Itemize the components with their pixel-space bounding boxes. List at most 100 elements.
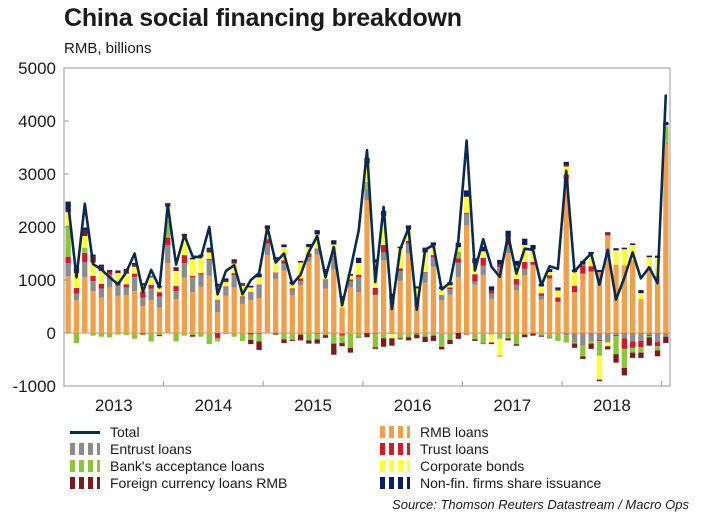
bar-segment-acceptance xyxy=(538,333,544,336)
bar-segment-acceptance xyxy=(397,333,403,339)
bar-segment-trust xyxy=(654,342,661,347)
bar-segment-bonds xyxy=(555,290,561,298)
bar-segment-entrust xyxy=(190,277,196,293)
bar-segment-rmb xyxy=(397,280,403,333)
bar-segment-bonds xyxy=(115,273,121,282)
y-tick-label: 5000 xyxy=(18,59,56,78)
bar-segment-rmb xyxy=(372,294,378,333)
bar-segment-entrust xyxy=(522,268,528,276)
bar-segment-shares xyxy=(148,276,154,278)
bar-segment-shares xyxy=(256,273,262,278)
bar-segment-rmb xyxy=(580,273,586,333)
bar-segment-trust xyxy=(73,287,80,294)
legend-item-corporate-bonds: Corporate bonds xyxy=(380,458,524,474)
bar-segment-entrust xyxy=(140,297,146,306)
bar-segment-bonds xyxy=(181,236,188,256)
bar-segment-acceptance xyxy=(98,333,105,337)
bar-segment-shares xyxy=(223,278,229,280)
bar-segment-trust xyxy=(239,296,246,298)
bar-segment-bonds xyxy=(356,263,362,275)
bar-segment-acceptance xyxy=(190,333,196,336)
bar-segment-acceptance xyxy=(206,333,212,345)
bar-segment-bonds xyxy=(131,266,138,274)
bar-segment-trust xyxy=(613,335,619,337)
bar-segment-trust xyxy=(281,260,287,264)
y-tick-label: 1000 xyxy=(18,271,56,290)
bar-segment-foreign xyxy=(596,379,603,382)
bar-segment-rmb xyxy=(314,254,320,333)
bar-segment-acceptance xyxy=(571,342,578,344)
bar-segment-foreign xyxy=(380,338,387,347)
bar-segment-trust xyxy=(447,287,453,290)
bar-segment-trust xyxy=(571,285,578,293)
bar-segment-shares xyxy=(663,122,669,126)
bar-segment-trust xyxy=(605,233,611,236)
bar-segment-foreign xyxy=(546,337,553,339)
bar-segment-bonds xyxy=(621,249,627,266)
bar-segment-foreign xyxy=(613,354,619,363)
bar-segment-rmb xyxy=(173,299,179,333)
legend-label-entrust-loans: Entrust loans xyxy=(110,441,192,457)
x-tick-label: 2015 xyxy=(294,396,332,415)
bar-segment-entrust xyxy=(513,284,520,291)
bar-segment-rmb xyxy=(115,295,121,333)
bar-segment-foreign xyxy=(223,280,229,283)
bar-segment-bonds xyxy=(364,163,370,182)
x-tick-label: 2014 xyxy=(195,396,233,415)
bar-segment-trust xyxy=(455,258,461,263)
bar-segment-shares xyxy=(297,260,304,263)
bar-segment-rmb xyxy=(488,298,495,333)
y-tick-label: 4000 xyxy=(18,112,56,131)
bar-segment-bonds xyxy=(663,125,669,127)
bar-segment-rmb xyxy=(198,286,204,333)
bar-segment-rmb xyxy=(273,278,279,333)
bar-segment-acceptance xyxy=(505,333,511,338)
bar-segment-bonds xyxy=(82,236,88,248)
bar-segment-rmb xyxy=(638,299,644,333)
bar-segment-rmb xyxy=(405,253,412,333)
bar-segment-foreign xyxy=(297,334,304,341)
bar-segment-foreign xyxy=(131,264,138,267)
bar-segment-acceptance xyxy=(638,347,644,353)
bar-segment-shares xyxy=(322,268,329,273)
bar-segment-acceptance xyxy=(214,338,221,342)
source-note: Source: Thomson Reuters Datastream / Mac… xyxy=(392,497,689,512)
bar-segment-trust xyxy=(463,212,470,214)
chart-canvas: 5000 4000 3000 2000 1000 0 -1000 2013 2014 2015 20… xyxy=(13,59,671,415)
bar-segment-rmb xyxy=(663,143,669,333)
bar-segment-entrust xyxy=(90,281,96,292)
bar-segment-entrust xyxy=(131,276,138,292)
bar-segment-foreign xyxy=(505,338,511,341)
bar-segment-shares xyxy=(190,257,196,260)
bar-segment-bonds xyxy=(123,273,129,285)
bar-segment-foreign xyxy=(206,249,212,253)
bar-segment-trust xyxy=(148,284,154,289)
bar-segment-shares xyxy=(356,257,362,264)
bar-segment-trust xyxy=(638,340,644,348)
bar-segment-shares xyxy=(231,259,237,262)
bar-segment-shares xyxy=(314,230,320,235)
bar-segment-acceptance xyxy=(347,333,354,348)
bar-segment-shares xyxy=(82,227,88,231)
bar-segment-trust xyxy=(488,290,495,294)
bar-segment-trust xyxy=(546,275,553,279)
bar-segment-trust xyxy=(165,237,171,246)
bar-segment-trust xyxy=(472,274,478,282)
y-tick-label: 0 xyxy=(47,324,56,343)
bar-segment-acceptance xyxy=(115,333,121,335)
bar-segment-acceptance xyxy=(82,247,88,253)
bar-segment-shares xyxy=(140,283,146,286)
bar-segment-bonds xyxy=(646,257,652,267)
bar-segment-foreign xyxy=(654,350,661,357)
bar-segment-shares xyxy=(115,270,121,272)
bar-segment-foreign xyxy=(422,336,428,343)
bar-segment-trust xyxy=(414,333,420,334)
bar-segment-foreign xyxy=(173,268,179,271)
bar-segment-foreign xyxy=(347,347,354,353)
bar-segment-bonds xyxy=(455,247,461,252)
bar-segment-rmb xyxy=(190,292,196,333)
bar-segment-foreign xyxy=(472,339,478,341)
bar-segment-acceptance xyxy=(555,333,561,341)
bar-segment-rmb xyxy=(90,291,96,333)
bar-segment-entrust xyxy=(571,333,578,343)
